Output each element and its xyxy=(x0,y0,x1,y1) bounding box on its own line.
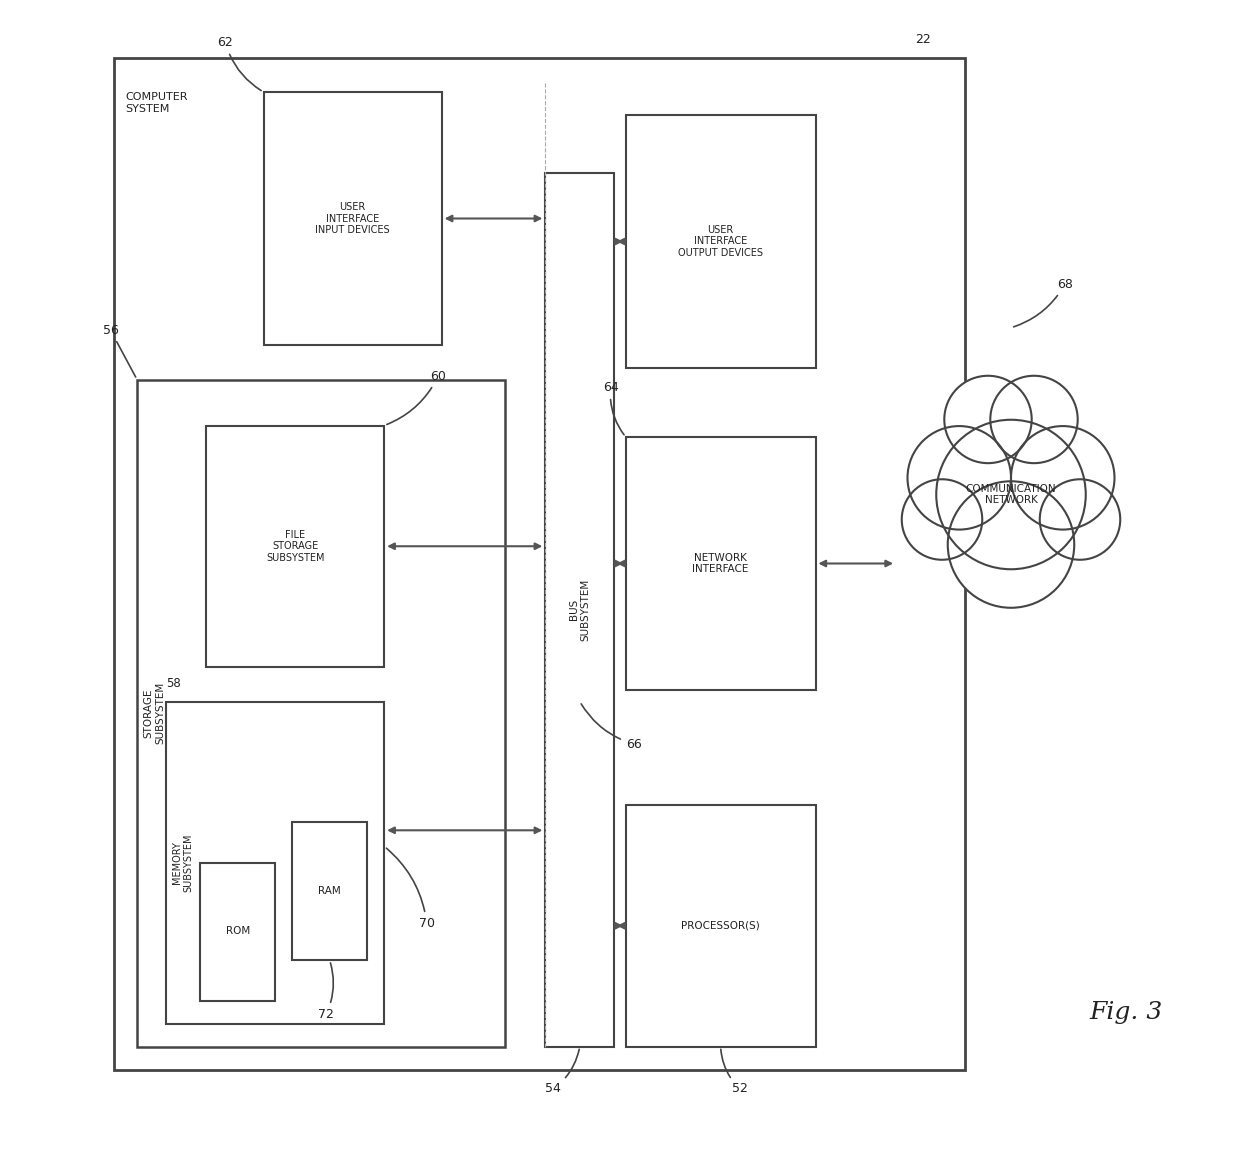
Circle shape xyxy=(1040,480,1120,560)
Text: MEMORY
SUBSYSTEM: MEMORY SUBSYSTEM xyxy=(172,834,193,891)
Text: USER
INTERFACE
OUTPUT DEVICES: USER INTERFACE OUTPUT DEVICES xyxy=(678,225,763,258)
Text: Fig. 3: Fig. 3 xyxy=(1090,1000,1163,1024)
Circle shape xyxy=(1011,427,1115,530)
Text: 58: 58 xyxy=(166,677,181,690)
Text: 72: 72 xyxy=(319,963,334,1021)
Text: ROM: ROM xyxy=(226,927,249,936)
Circle shape xyxy=(901,480,982,560)
Text: RAM: RAM xyxy=(319,887,341,896)
Text: 66: 66 xyxy=(582,704,641,751)
Circle shape xyxy=(991,376,1078,463)
Text: 54: 54 xyxy=(546,1049,579,1096)
Text: 22: 22 xyxy=(915,33,930,46)
Text: BUS
SUBSYSTEM: BUS SUBSYSTEM xyxy=(569,578,590,641)
Bar xyxy=(626,805,816,1046)
Text: COMMUNICATION
NETWORK: COMMUNICATION NETWORK xyxy=(966,484,1056,505)
Bar xyxy=(200,862,275,1000)
Bar xyxy=(206,426,384,667)
Bar xyxy=(166,702,384,1024)
Text: COMPUTER
SYSTEM: COMPUTER SYSTEM xyxy=(125,92,188,114)
Circle shape xyxy=(936,420,1086,569)
Bar xyxy=(114,58,965,1070)
Text: 52: 52 xyxy=(720,1049,748,1096)
Bar xyxy=(136,380,505,1046)
Text: 68: 68 xyxy=(1013,277,1073,327)
Text: 60: 60 xyxy=(387,369,446,424)
Bar xyxy=(546,172,614,1046)
Text: 56: 56 xyxy=(103,323,135,377)
Circle shape xyxy=(908,427,1011,530)
Bar xyxy=(626,437,816,690)
Text: 64: 64 xyxy=(603,381,624,435)
Text: STORAGE
SUBSYSTEM: STORAGE SUBSYSTEM xyxy=(144,682,165,744)
Circle shape xyxy=(947,482,1074,608)
Text: 62: 62 xyxy=(217,36,262,91)
Text: USER
INTERFACE
INPUT DEVICES: USER INTERFACE INPUT DEVICES xyxy=(315,202,389,235)
Bar xyxy=(263,92,441,345)
Text: FILE
STORAGE
SUBSYSTEM: FILE STORAGE SUBSYSTEM xyxy=(265,530,325,562)
Bar xyxy=(626,115,816,368)
Text: PROCESSOR(S): PROCESSOR(S) xyxy=(681,921,760,930)
Text: NETWORK
INTERFACE: NETWORK INTERFACE xyxy=(692,553,749,574)
Bar xyxy=(293,822,367,960)
Text: 70: 70 xyxy=(387,849,435,930)
Circle shape xyxy=(945,376,1032,463)
